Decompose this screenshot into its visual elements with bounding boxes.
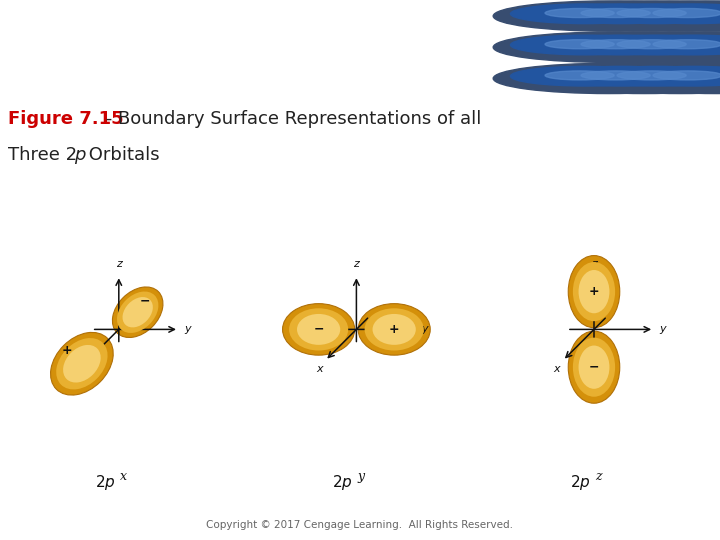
- Circle shape: [565, 1, 720, 31]
- Text: $2p$: $2p$: [570, 472, 590, 491]
- Text: Orbital Shapes and Energies: Orbital Shapes and Energies: [11, 57, 300, 75]
- Circle shape: [493, 63, 720, 93]
- Ellipse shape: [117, 292, 158, 333]
- Circle shape: [529, 1, 720, 31]
- Text: y: y: [184, 325, 191, 334]
- Text: Three 2: Three 2: [8, 146, 77, 165]
- Text: y: y: [358, 470, 365, 483]
- Ellipse shape: [358, 303, 431, 355]
- Circle shape: [653, 71, 720, 80]
- Ellipse shape: [289, 308, 348, 350]
- Text: −: −: [139, 295, 150, 308]
- Circle shape: [510, 66, 660, 86]
- Circle shape: [545, 40, 614, 49]
- Circle shape: [582, 66, 720, 86]
- Ellipse shape: [372, 314, 416, 345]
- Circle shape: [653, 40, 720, 49]
- Circle shape: [565, 32, 720, 62]
- Ellipse shape: [122, 297, 153, 327]
- Text: z: z: [595, 470, 602, 483]
- Text: −: −: [589, 361, 599, 374]
- Circle shape: [546, 35, 696, 55]
- Circle shape: [601, 32, 720, 62]
- Circle shape: [653, 9, 720, 18]
- Circle shape: [617, 9, 686, 18]
- Circle shape: [545, 71, 614, 80]
- Ellipse shape: [282, 303, 355, 355]
- Circle shape: [601, 63, 720, 93]
- Circle shape: [601, 1, 720, 31]
- Circle shape: [510, 35, 660, 55]
- Circle shape: [545, 9, 614, 18]
- Ellipse shape: [573, 338, 615, 397]
- Circle shape: [581, 9, 650, 18]
- Text: +: +: [62, 345, 73, 357]
- Text: $2p$: $2p$: [332, 472, 353, 491]
- Text: Section 7.7: Section 7.7: [11, 21, 143, 41]
- Circle shape: [617, 71, 686, 80]
- Text: Orbitals: Orbitals: [83, 146, 160, 165]
- Circle shape: [529, 32, 720, 62]
- Circle shape: [529, 63, 720, 93]
- Ellipse shape: [579, 346, 609, 389]
- Circle shape: [510, 4, 660, 24]
- Ellipse shape: [56, 338, 107, 389]
- Text: y: y: [660, 325, 666, 334]
- Text: z: z: [354, 259, 359, 269]
- Circle shape: [493, 32, 720, 62]
- Ellipse shape: [568, 331, 620, 403]
- Text: +: +: [589, 285, 599, 298]
- Text: x: x: [78, 364, 85, 374]
- Text: x: x: [120, 470, 127, 483]
- Text: Copyright © 2017 Cengage Learning.  All Rights Reserved.: Copyright © 2017 Cengage Learning. All R…: [207, 520, 513, 530]
- Circle shape: [565, 63, 720, 93]
- Text: +: +: [389, 323, 400, 336]
- Ellipse shape: [364, 308, 424, 350]
- Circle shape: [581, 71, 650, 80]
- Circle shape: [546, 4, 696, 24]
- Circle shape: [582, 4, 720, 24]
- Text: −: −: [313, 323, 324, 336]
- Text: $2p$: $2p$: [94, 472, 115, 491]
- Circle shape: [493, 1, 720, 31]
- Ellipse shape: [112, 287, 163, 338]
- Ellipse shape: [50, 333, 113, 395]
- Ellipse shape: [63, 345, 101, 382]
- Ellipse shape: [568, 255, 620, 328]
- Text: p: p: [74, 146, 86, 165]
- Text: x: x: [554, 364, 560, 374]
- Text: - Boundary Surface Representations of all: - Boundary Surface Representations of al…: [100, 110, 482, 127]
- Circle shape: [617, 40, 686, 49]
- Text: y: y: [422, 325, 428, 334]
- Circle shape: [582, 35, 720, 55]
- Circle shape: [581, 40, 650, 49]
- Circle shape: [618, 35, 720, 55]
- Ellipse shape: [579, 270, 609, 313]
- Text: x: x: [316, 364, 323, 374]
- Circle shape: [618, 66, 720, 86]
- Circle shape: [546, 66, 696, 86]
- Circle shape: [618, 4, 720, 24]
- Text: Figure 7.15: Figure 7.15: [8, 110, 124, 127]
- Ellipse shape: [297, 314, 341, 345]
- Ellipse shape: [573, 262, 615, 321]
- Text: z: z: [116, 259, 122, 269]
- Text: z: z: [591, 259, 597, 269]
